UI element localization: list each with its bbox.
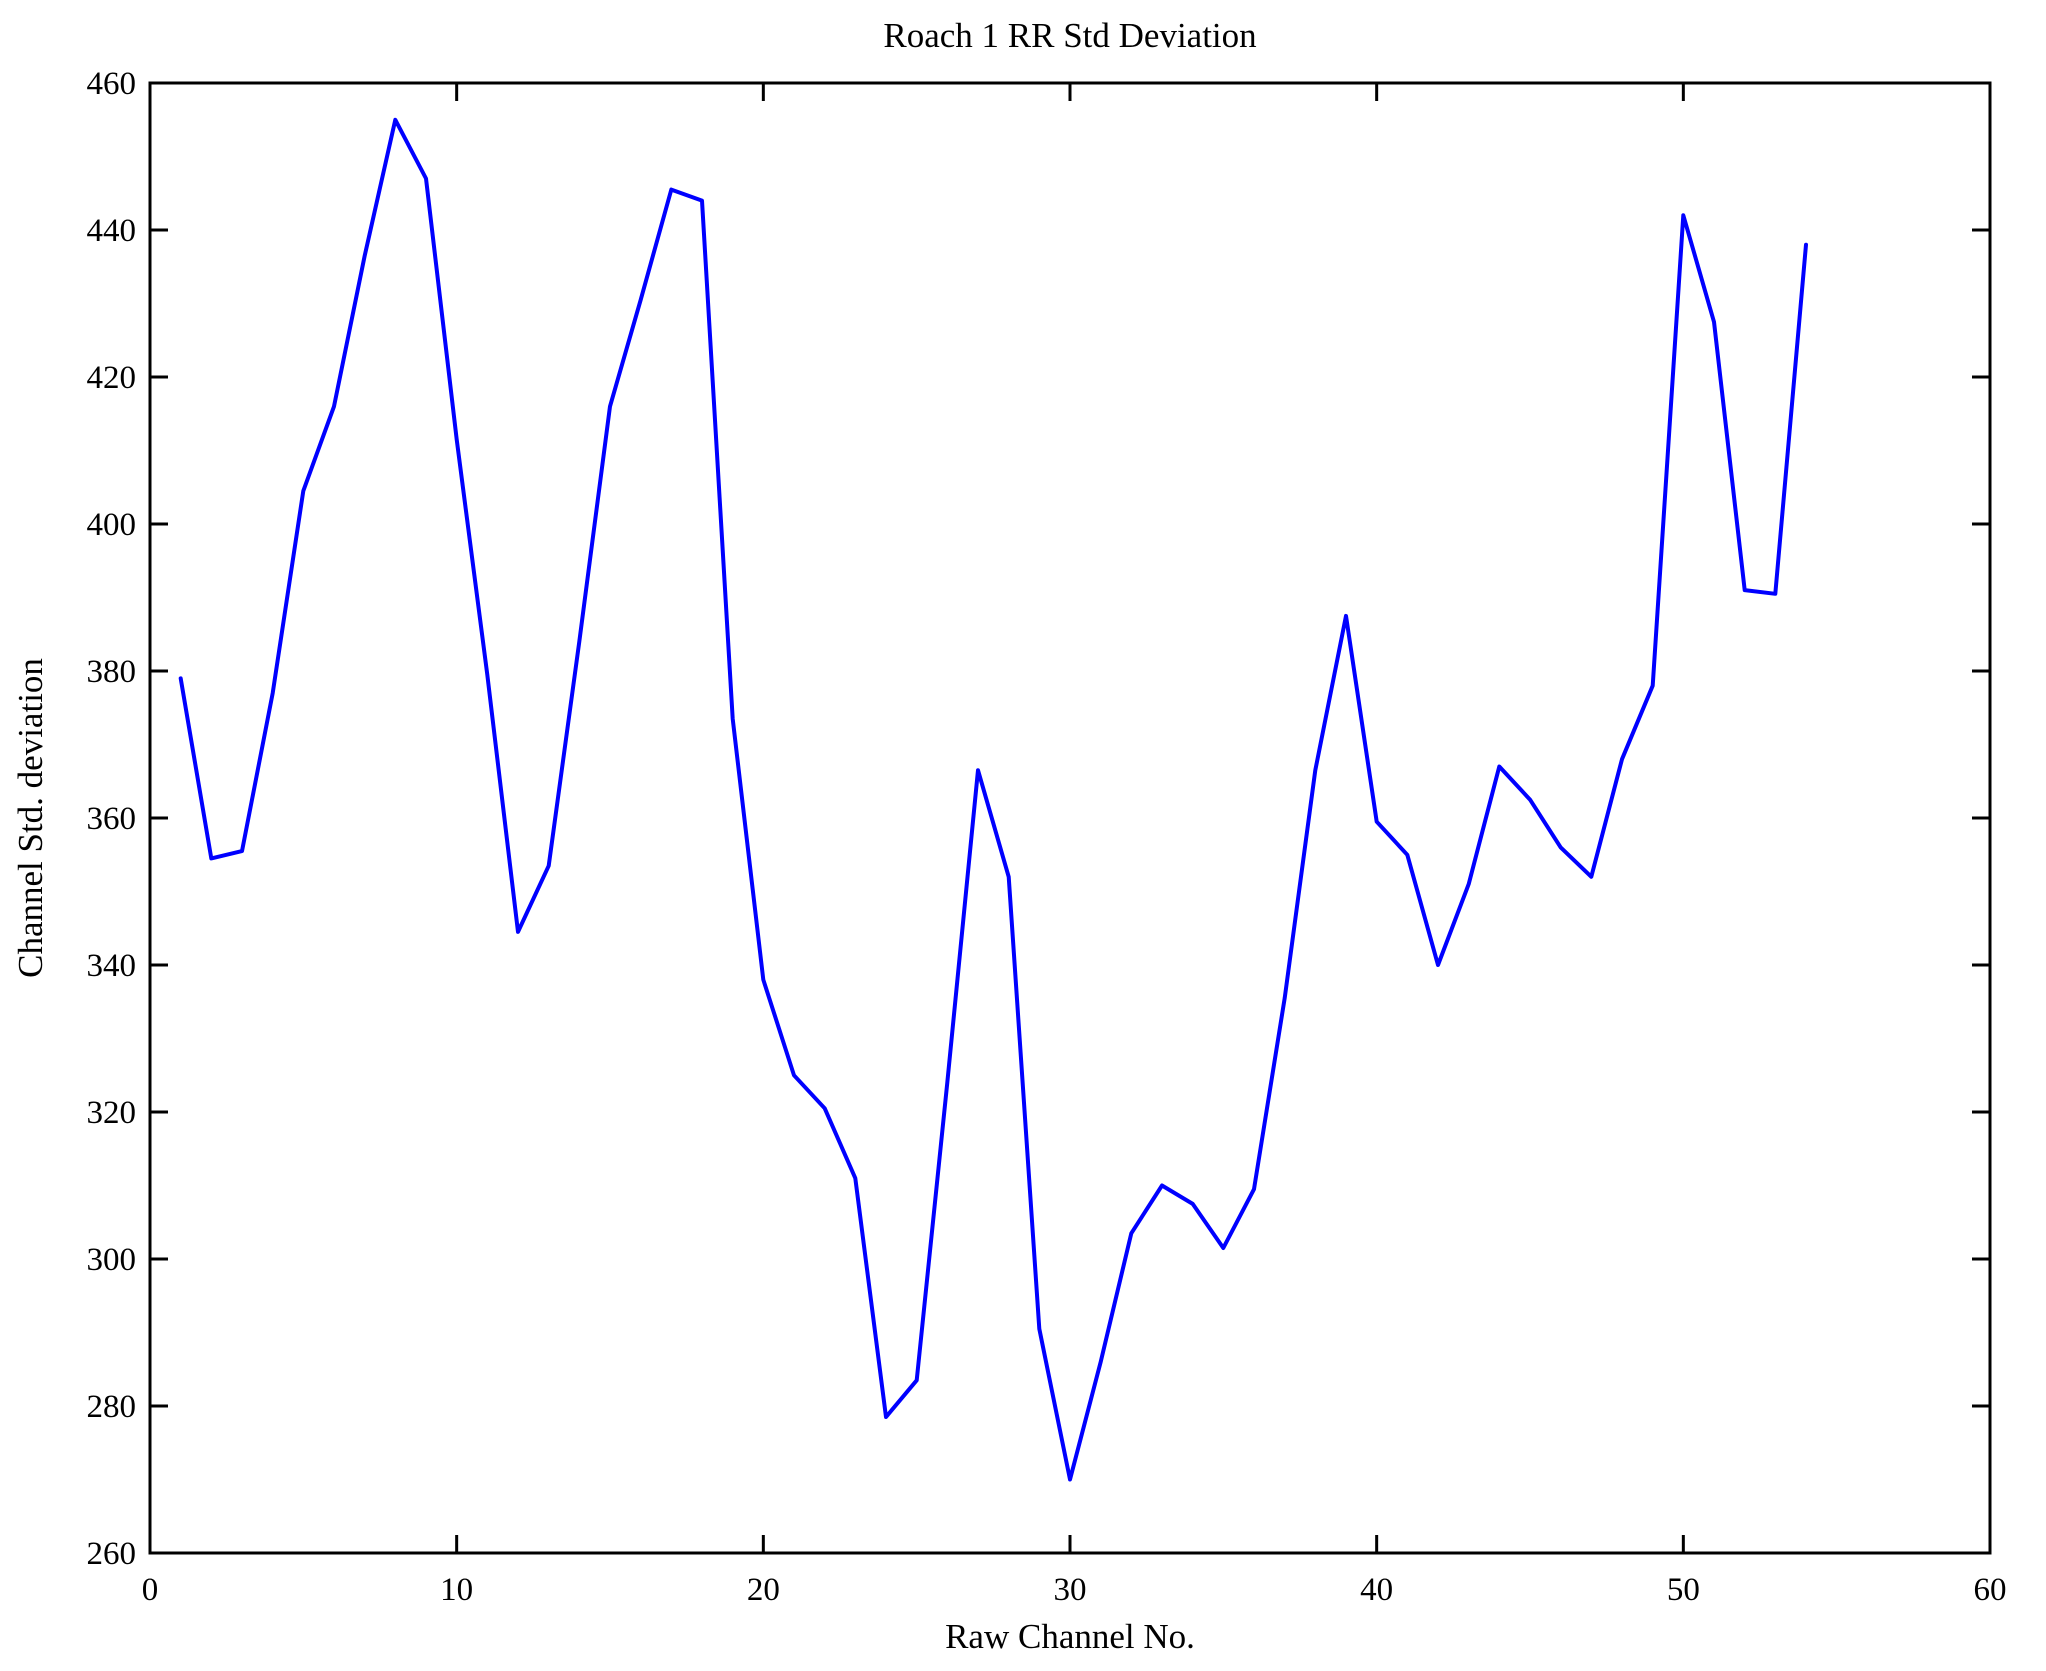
- y-axis-label: Channel Std. deviation: [11, 658, 50, 978]
- y-tick-label: 300: [87, 1242, 137, 1278]
- y-tick-label: 420: [87, 360, 137, 396]
- y-axis-tick-labels: 260 280 300 320 340 360 380 400 420 440 460: [87, 66, 137, 1572]
- plot-border: [148, 81, 1992, 1555]
- x-tick-label: 30: [1054, 1572, 1087, 1608]
- x-tick-label: 20: [747, 1572, 780, 1608]
- x-tick-label: 60: [1974, 1572, 2007, 1608]
- chart-title: Roach 1 RR Std Deviation: [883, 16, 1256, 55]
- data-line-series: [178, 117, 1808, 1482]
- y-tick-label: 400: [87, 507, 137, 543]
- axis-ticks: [148, 81, 1992, 1555]
- y-tick-label: 380: [87, 654, 137, 690]
- y-tick-label: 360: [87, 801, 137, 837]
- x-axis-label: Raw Channel No.: [945, 1617, 1195, 1656]
- y-tick-label: 440: [87, 213, 137, 249]
- y-tick-label: 340: [87, 948, 137, 984]
- y-tick-label: 280: [87, 1389, 137, 1425]
- y-tick-label: 320: [87, 1095, 137, 1131]
- x-tick-label: 40: [1360, 1572, 1393, 1608]
- y-tick-label: 460: [87, 66, 137, 102]
- x-tick-label: 10: [440, 1572, 473, 1608]
- y-tick-label: 260: [87, 1536, 137, 1572]
- x-axis-tick-labels: 0 10 20 30 40 50 60: [142, 1572, 2007, 1608]
- x-tick-label: 0: [142, 1572, 159, 1608]
- x-tick-label: 50: [1667, 1572, 1700, 1608]
